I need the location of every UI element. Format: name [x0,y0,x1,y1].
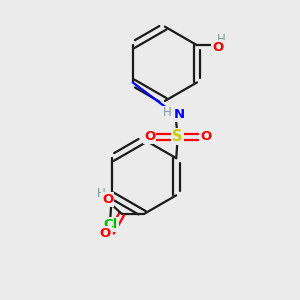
Text: O: O [99,227,110,240]
Text: O: O [200,130,211,143]
Text: Cl: Cl [103,218,118,231]
Text: H: H [97,187,105,200]
Text: H: H [163,106,171,119]
Text: S: S [172,129,183,144]
Text: O: O [102,193,113,206]
Text: O: O [212,41,224,54]
Text: H: H [216,33,225,46]
Text: O: O [144,130,155,143]
Text: N: N [173,108,184,121]
